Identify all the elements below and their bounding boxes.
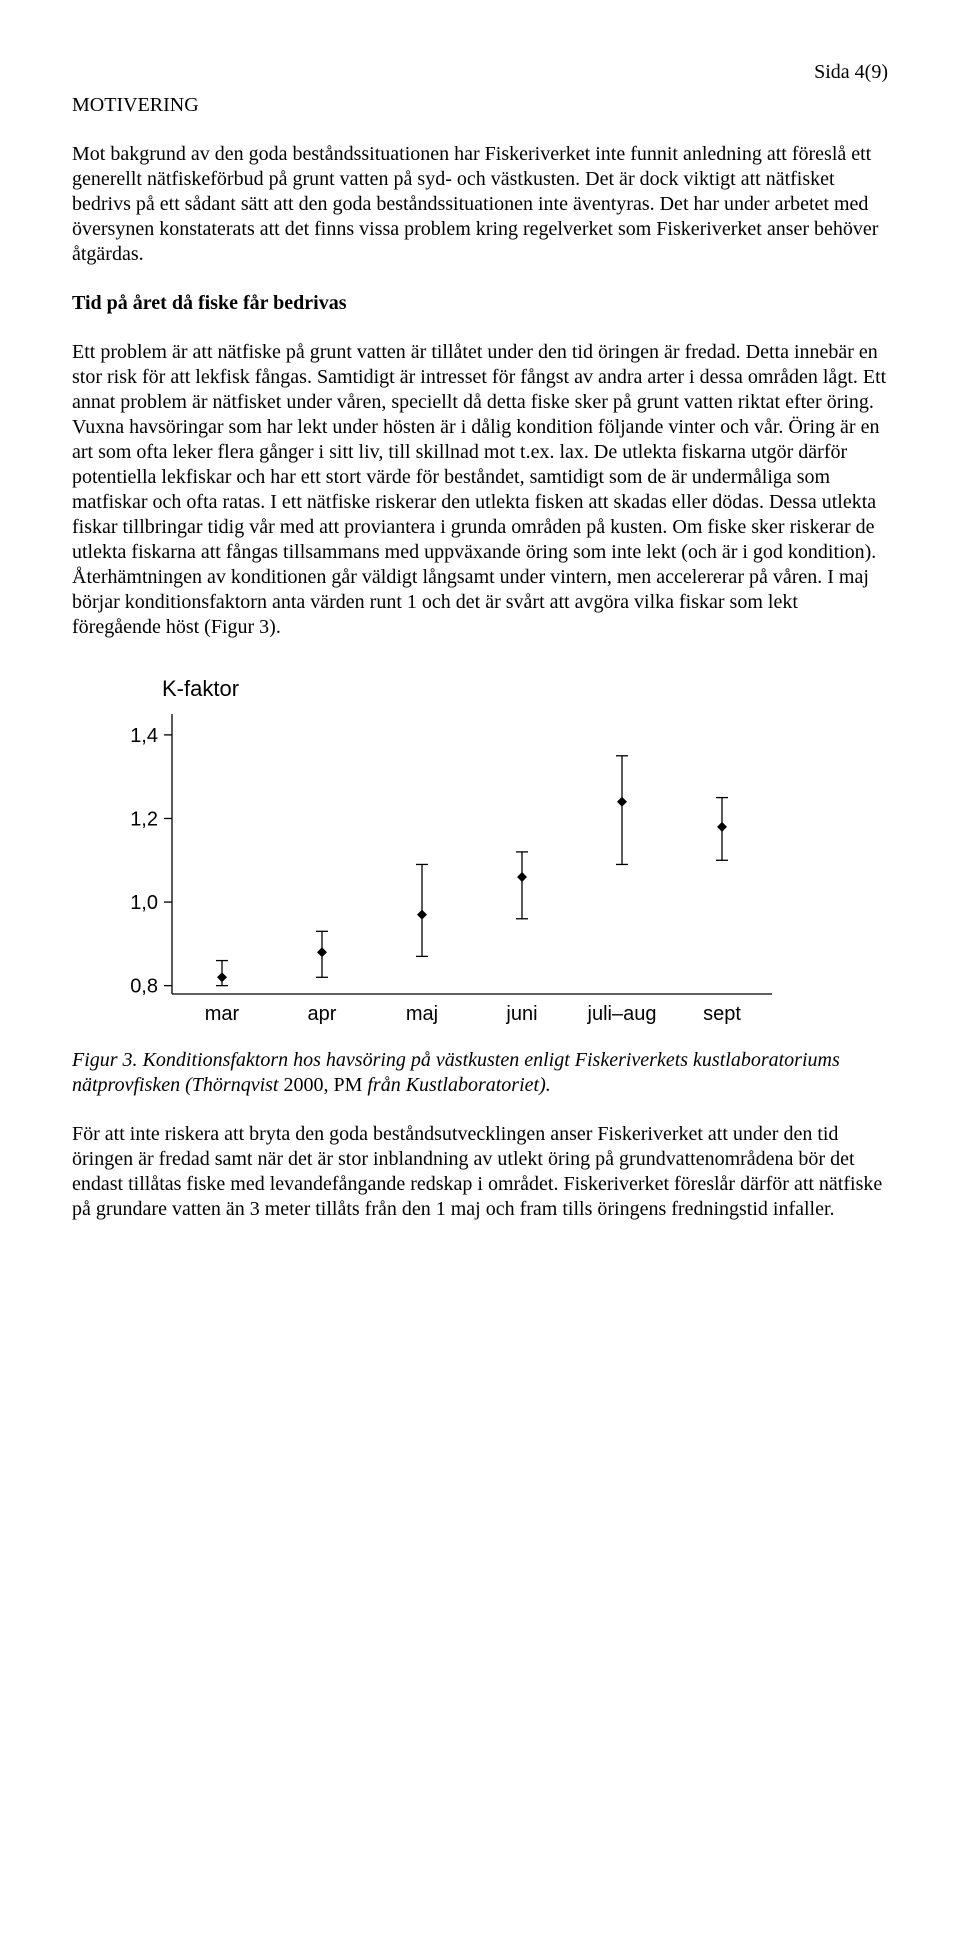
svg-text:1,2: 1,2 bbox=[130, 808, 158, 830]
caption-text-2: från Kustlaboratoriet). bbox=[367, 1074, 550, 1096]
svg-text:juni: juni bbox=[505, 1003, 537, 1025]
paragraph-body: Ett problem är att nätfiske på grunt vat… bbox=[72, 340, 888, 640]
caption-year: 2000, PM bbox=[283, 1074, 367, 1096]
svg-text:mar: mar bbox=[205, 1003, 240, 1025]
section-heading-motivering: MOTIVERING bbox=[72, 93, 888, 118]
k-faktor-chart: 0,8 1,0 1,2 1,4 K-faktor mar apr maj juni juli–au… bbox=[72, 664, 888, 1044]
svg-text:1,0: 1,0 bbox=[130, 892, 158, 914]
caption-lead: Figur 3. bbox=[72, 1049, 138, 1071]
svg-text:K-faktor: K-faktor bbox=[162, 676, 239, 701]
subheading-tid: Tid på året då fiske får bedrivas bbox=[72, 291, 888, 316]
page-number: Sida 4(9) bbox=[72, 60, 888, 85]
paragraph-intro: Mot bakgrund av den goda beståndssituati… bbox=[72, 142, 888, 267]
figure-caption: Figur 3. Konditionsfaktorn hos havsöring… bbox=[72, 1048, 888, 1098]
svg-text:apr: apr bbox=[308, 1003, 337, 1025]
svg-text:maj: maj bbox=[406, 1003, 438, 1025]
svg-text:1,4: 1,4 bbox=[130, 725, 158, 747]
svg-text:sept: sept bbox=[703, 1003, 741, 1025]
svg-text:0,8: 0,8 bbox=[130, 976, 158, 998]
paragraph-conclusion: För att inte riskera att bryta den goda … bbox=[72, 1122, 888, 1222]
svg-text:juli–aug: juli–aug bbox=[587, 1003, 657, 1025]
